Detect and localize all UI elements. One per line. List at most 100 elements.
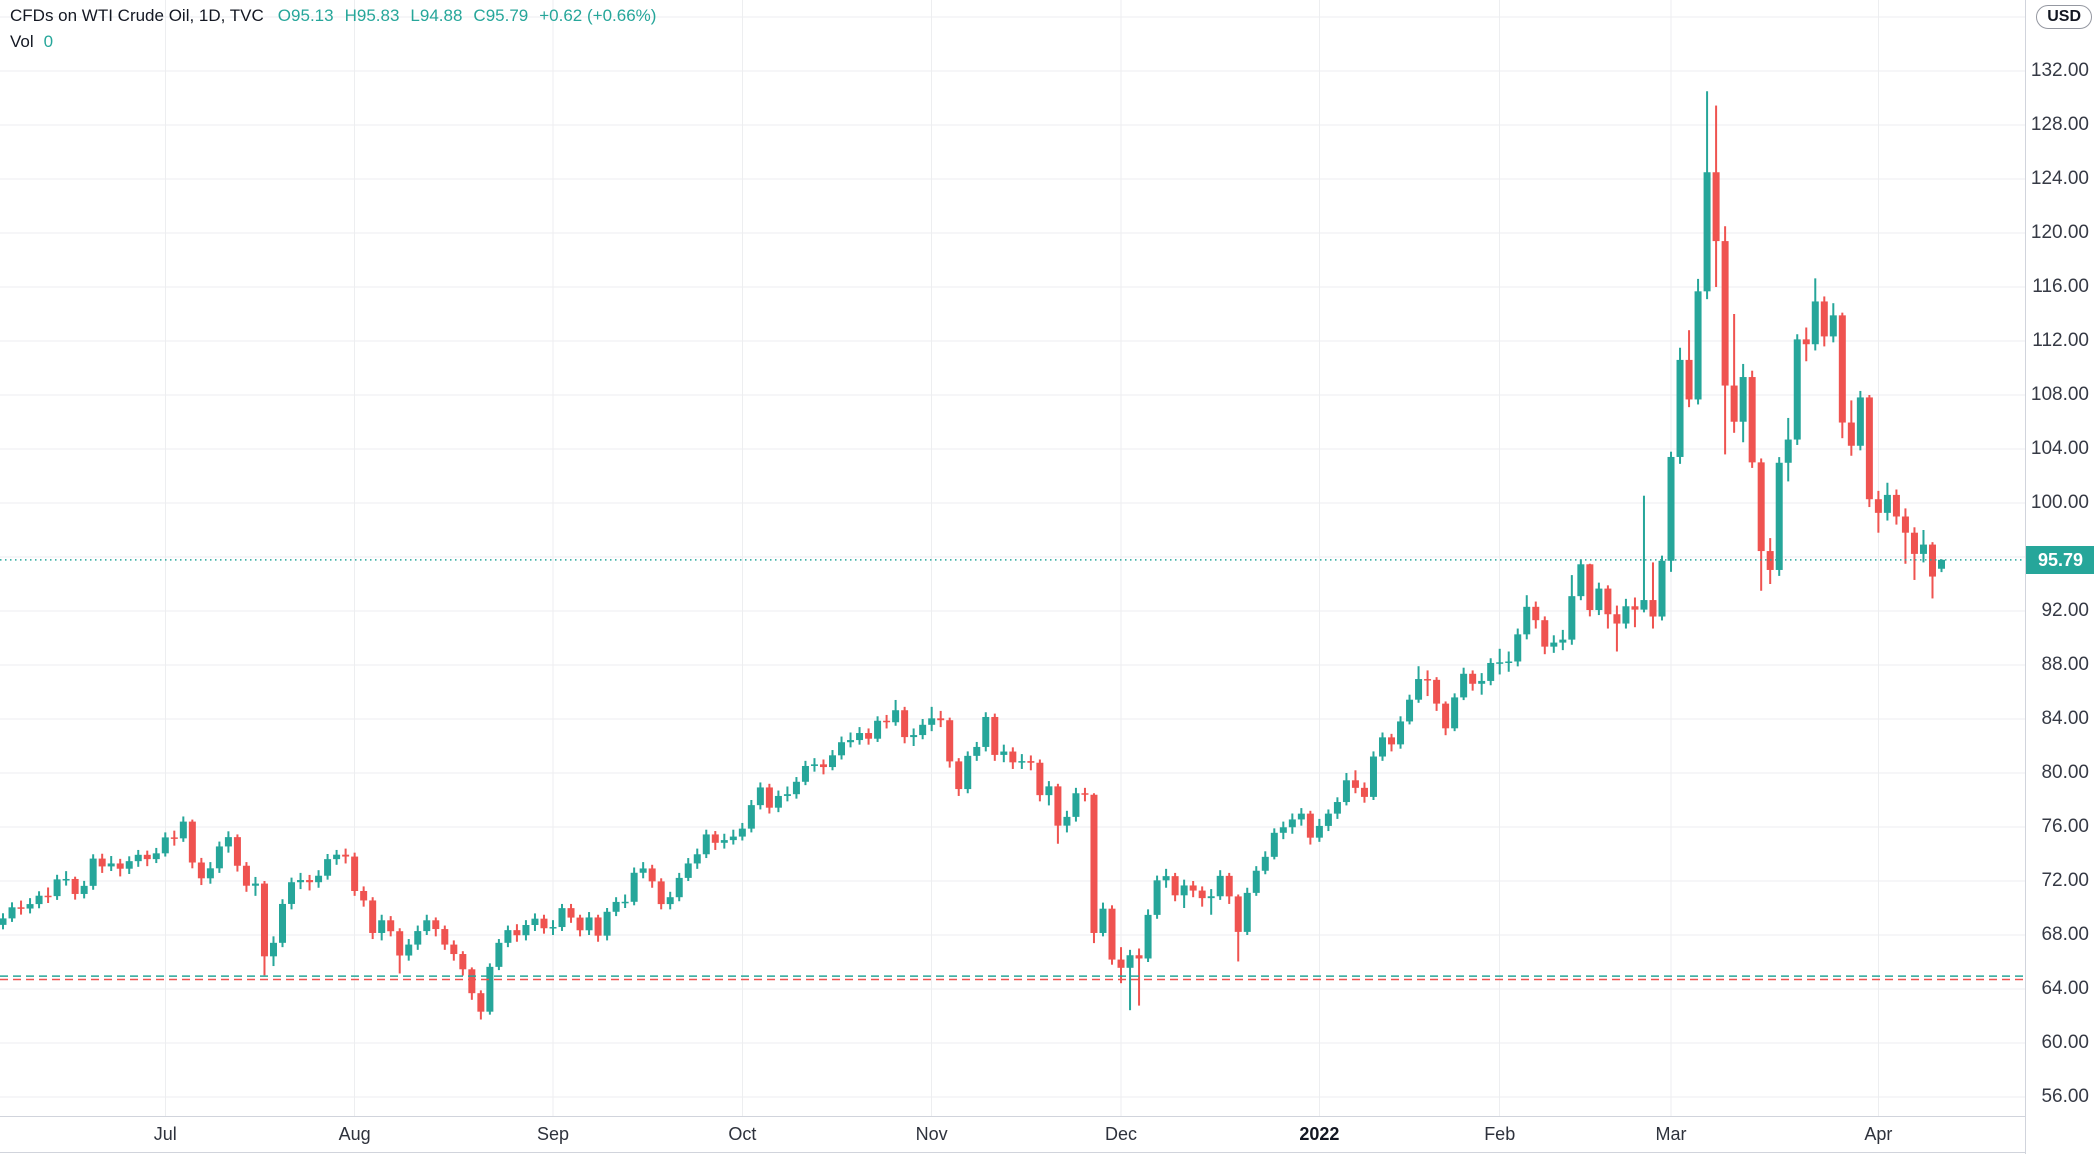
candle-down xyxy=(1090,794,1098,933)
candle-up xyxy=(1496,662,1504,664)
candle-up xyxy=(1919,544,1927,554)
candle-down xyxy=(477,993,485,1012)
price-axis-label: 128.00 xyxy=(2030,114,2089,135)
candle-up xyxy=(1568,596,1576,640)
volume-row: Vol 0 xyxy=(10,32,656,52)
candle-down xyxy=(441,929,449,945)
candle-up xyxy=(801,765,809,782)
candle-up xyxy=(964,755,972,790)
candle-down xyxy=(1009,751,1017,763)
candle-up xyxy=(919,724,927,736)
time-axis-label-dec: Dec xyxy=(1105,1124,1138,1144)
candle-down xyxy=(991,716,999,755)
time-axis[interactable]: Jul Aug Sep Oct Nov Dec 2022 Feb Mar Apr xyxy=(0,1116,2094,1153)
candle-up xyxy=(269,942,277,957)
currency-button[interactable]: USD xyxy=(2036,5,2092,29)
candle-up xyxy=(1369,756,1377,797)
candle-up xyxy=(1342,780,1350,803)
candle-down xyxy=(1721,241,1729,386)
candle-down xyxy=(1874,499,1882,513)
candle-up xyxy=(847,740,855,743)
candle-up xyxy=(1784,439,1792,463)
candle-up xyxy=(89,858,97,886)
candle-down xyxy=(1541,620,1549,647)
candle-up xyxy=(522,925,530,936)
candle-up xyxy=(639,868,647,873)
candle-up xyxy=(1063,816,1071,826)
change-text: +0.62 (+0.66%) xyxy=(539,6,657,25)
symbol-title[interactable]: CFDs on WTI Crude Oil, 1D, TVC xyxy=(10,6,264,25)
candle-up xyxy=(62,878,70,881)
candle-down xyxy=(955,761,963,790)
candle-wick xyxy=(1642,495,1645,613)
candle-up xyxy=(1883,494,1891,513)
candle-wick xyxy=(254,876,257,896)
candle-up xyxy=(585,917,593,931)
candle-up xyxy=(1658,560,1666,617)
candle-up xyxy=(702,834,710,855)
candle-up xyxy=(1415,679,1423,700)
candle-down xyxy=(44,895,52,898)
candle-down xyxy=(1036,762,1044,796)
candle-down xyxy=(1198,890,1206,899)
candle-up xyxy=(1460,673,1468,698)
candle-down xyxy=(306,880,314,883)
candle-wick xyxy=(849,732,852,748)
candle-up xyxy=(892,710,900,723)
price-axis-label: 88.00 xyxy=(2041,654,2089,675)
price-axis-label: 64.00 xyxy=(2041,978,2089,999)
candle-down xyxy=(711,834,719,843)
candle-up xyxy=(1406,699,1414,722)
candle-down xyxy=(1712,172,1720,242)
candle-down xyxy=(1604,588,1612,615)
candle-up xyxy=(1487,662,1495,681)
candle-down xyxy=(1685,359,1693,400)
candle-down xyxy=(396,931,404,956)
candle-up xyxy=(693,854,701,864)
candle-down xyxy=(450,944,458,955)
candle-wick xyxy=(1805,327,1808,362)
candle-down xyxy=(1820,301,1828,337)
candle-down xyxy=(1135,955,1143,959)
candle-down xyxy=(1234,896,1242,932)
candle-up xyxy=(495,942,503,967)
candle-up xyxy=(1694,291,1702,400)
candle-up xyxy=(1703,172,1711,292)
candle-up xyxy=(333,854,341,860)
candle-down xyxy=(1613,614,1621,624)
candle-down xyxy=(468,969,476,994)
candle-up xyxy=(838,742,846,756)
candle-up xyxy=(1153,880,1161,915)
candle-wick xyxy=(1651,562,1654,629)
candle-up xyxy=(1640,600,1648,610)
candle-down xyxy=(1910,532,1918,554)
candle-down xyxy=(1730,385,1738,422)
candle-up xyxy=(874,720,882,739)
volume-label: Vol xyxy=(10,32,34,51)
candle-down xyxy=(540,918,548,929)
candle-up xyxy=(1793,339,1801,440)
price-axis[interactable]: 95.79 132.00 128.00 124.00 120.00 116.00 112.… xyxy=(2025,0,2094,1154)
candle-up xyxy=(206,868,214,879)
volume-value: 0 xyxy=(43,32,54,51)
candle-down xyxy=(197,862,205,879)
chart-legend: CFDs on WTI Crude Oil, 1D, TVC O95.13 H95.… xyxy=(10,6,656,52)
candle-down xyxy=(1757,462,1765,552)
candle-wick xyxy=(308,874,311,891)
candle-down xyxy=(937,718,945,721)
candle-up xyxy=(1045,786,1053,796)
candles-layer xyxy=(0,91,1946,1020)
candle-down xyxy=(1306,813,1314,838)
candle-wick xyxy=(1633,597,1636,628)
candle-up xyxy=(1676,359,1684,457)
candle-up xyxy=(0,918,7,925)
candle-up xyxy=(1667,456,1675,561)
candle-up xyxy=(1856,397,1864,446)
candle-up xyxy=(1252,870,1260,893)
candle-up xyxy=(792,781,800,795)
candle-up xyxy=(1577,564,1585,597)
candle-up xyxy=(405,944,413,956)
candle-down xyxy=(17,907,25,909)
candle-down xyxy=(1424,679,1432,681)
